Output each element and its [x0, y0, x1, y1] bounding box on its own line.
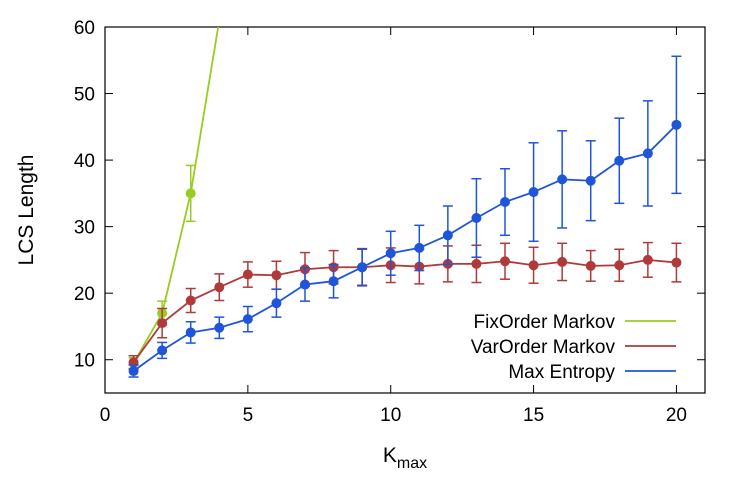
- legend-label: FixOrder Markov: [474, 312, 616, 333]
- data-point: [385, 248, 396, 259]
- series-line: [132, 27, 220, 364]
- y-tick-label: 30: [74, 218, 95, 239]
- data-point: [471, 212, 482, 223]
- data-point: [528, 260, 539, 271]
- legend: FixOrder Markov VarOrder Markov Max Entrop…: [471, 312, 676, 383]
- data-point: [328, 276, 339, 287]
- data-point: [642, 148, 653, 159]
- x-tick-label: 0: [100, 405, 111, 426]
- y-tick-label: 50: [74, 85, 95, 106]
- y-tick-label: 40: [74, 151, 95, 172]
- x-axis-label-sub: max: [397, 455, 427, 472]
- data-point: [471, 258, 482, 269]
- y-axis-label: LCS Length: [15, 155, 38, 266]
- data-point: [585, 260, 596, 271]
- data-point: [300, 279, 310, 290]
- series-fixorder-markov: [128, 27, 220, 370]
- data-point: [185, 295, 196, 306]
- y-tick-label: 20: [74, 284, 95, 305]
- plot-frame: [104, 26, 706, 394]
- data-point: [185, 188, 196, 199]
- data-point: [271, 298, 282, 309]
- y-tick-label: 60: [74, 18, 95, 39]
- data-point: [242, 269, 253, 280]
- data-point: [414, 242, 425, 253]
- data-point: [157, 345, 168, 356]
- x-axis-label: Kmax: [383, 444, 427, 472]
- x-axis: 0 5 10 15 20: [100, 27, 687, 426]
- data-point: [442, 230, 453, 241]
- data-point: [557, 256, 568, 267]
- x-tick-label: 10: [380, 405, 401, 426]
- y-tick-label: 10: [74, 351, 95, 372]
- data-point: [614, 260, 625, 271]
- data-point: [157, 318, 168, 329]
- x-tick-label: 20: [666, 405, 687, 426]
- data-point: [214, 322, 225, 333]
- data-point: [500, 256, 510, 267]
- data-point: [242, 314, 253, 325]
- data-point: [271, 270, 282, 281]
- data-point: [185, 327, 196, 338]
- data-point: [642, 254, 653, 265]
- series-layer: [128, 27, 682, 378]
- x-tick-label: 15: [523, 405, 544, 426]
- legend-label: Max Entropy: [508, 362, 615, 383]
- y-axis: 10 20 30 40 50 60: [74, 18, 705, 372]
- x-axis-label-main: K: [383, 444, 397, 467]
- legend-label: VarOrder Markov: [471, 337, 616, 358]
- series-max-entropy: [128, 55, 682, 378]
- data-point: [528, 187, 539, 198]
- data-point: [557, 174, 568, 185]
- data-point: [671, 257, 682, 268]
- data-point: [585, 175, 596, 186]
- x-tick-label: 5: [243, 405, 254, 426]
- data-point: [671, 119, 682, 130]
- data-point: [214, 282, 225, 293]
- data-point: [357, 262, 368, 273]
- data-point: [500, 197, 510, 208]
- data-point: [128, 366, 139, 377]
- data-point: [614, 155, 625, 166]
- series-line: [133, 124, 678, 372]
